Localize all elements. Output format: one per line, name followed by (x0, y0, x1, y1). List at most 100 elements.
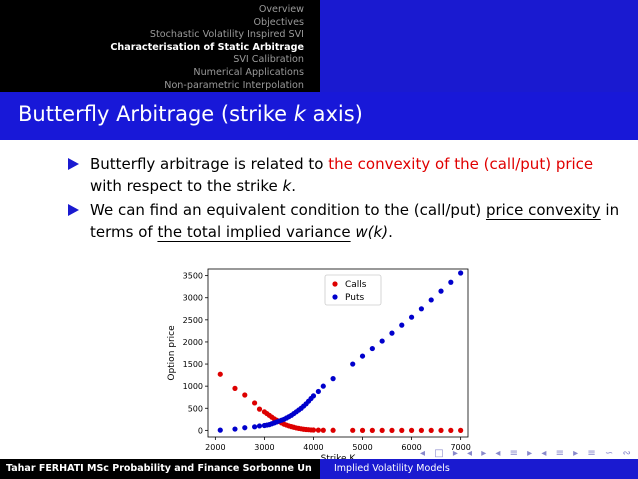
y-tick-label: 500 (188, 404, 203, 413)
nav-item-nonparametric[interactable]: Non-parametric Interpolation (164, 79, 304, 91)
point-calls (242, 392, 248, 398)
point-calls (428, 427, 434, 433)
footer-title: Implied Volatility Models (320, 459, 638, 479)
point-puts (408, 314, 415, 320)
bullet-1-text-a: Butterfly arbitrage is related to (90, 155, 329, 173)
frame-title-suffix: axis) (305, 102, 363, 126)
x-tick-label: 5000 (352, 443, 372, 452)
x-axis-label: Strike K (321, 454, 357, 461)
frame-title: Butterfly Arbitrage (strike k axis) (18, 102, 363, 126)
bullet-triangle-icon (68, 158, 79, 170)
bullet-item-1: Butterfly arbitrage is related to the co… (68, 153, 628, 197)
y-tick-label: 3500 (183, 272, 203, 281)
point-puts (232, 426, 238, 432)
point-calls (379, 427, 385, 433)
legend-box (324, 274, 382, 306)
bullet-2-end: . (388, 223, 393, 241)
point-puts (399, 322, 405, 328)
point-calls (448, 427, 454, 433)
bullet-2-underline-1: price convexity (485, 201, 601, 219)
point-calls (408, 427, 415, 433)
point-calls (369, 427, 375, 433)
x-tick-label: 4000 (303, 443, 323, 452)
point-puts (458, 270, 464, 276)
point-puts (428, 297, 434, 303)
bullet-triangle-icon (68, 204, 79, 216)
bullet-1-highlight: the convexity of the (call/put) price (328, 155, 594, 173)
point-puts (359, 353, 366, 359)
bullet-item-2: We can find an equivalent condition to t… (68, 199, 628, 243)
point-puts (256, 423, 263, 429)
point-calls (389, 427, 395, 433)
option-price-scatter-chart: 2000 3000 4000 5000 6000 7000 0 500 1000 1500 2000… (167, 268, 471, 461)
point-puts (418, 306, 424, 312)
point-calls (310, 427, 317, 433)
point-puts (369, 345, 375, 352)
nav-item-svi[interactable]: Stochastic Volatility Inspired SVI (149, 29, 304, 41)
y-axis-label: Option price (167, 325, 177, 381)
header-left-panel (0, 0, 320, 92)
nav-item-overview[interactable]: Overview (258, 4, 304, 15)
point-calls (217, 371, 223, 377)
point-puts (320, 383, 326, 389)
legend-marker-calls (332, 281, 338, 287)
header-right-panel (320, 0, 638, 92)
point-puts (379, 338, 385, 344)
point-calls (438, 427, 444, 433)
bullet-2-text-a: We can find an equivalent condition to t… (90, 201, 486, 219)
x-tick-label: 3000 (254, 443, 274, 452)
point-puts (252, 424, 258, 430)
point-calls (232, 385, 238, 391)
point-puts (448, 279, 454, 285)
point-calls (418, 427, 424, 433)
point-calls (359, 427, 366, 433)
point-calls (256, 406, 263, 412)
point-calls (350, 427, 356, 433)
slide-header: Overview Objectives Stochastic Volatilit… (0, 0, 638, 92)
point-puts (315, 388, 321, 395)
frame-title-prefix: Butterfly Arbitrage (strike (18, 102, 294, 126)
point-puts (330, 376, 336, 382)
frame-title-var: k (293, 102, 306, 126)
point-puts (217, 427, 223, 433)
point-puts (389, 330, 395, 336)
nav-item-numerical-applications[interactable]: Numerical Applications (193, 66, 304, 78)
legend-marker-puts (332, 294, 338, 300)
y-tick-label: 2500 (183, 316, 203, 325)
bullet-1-end: . (291, 177, 296, 195)
x-tick-label: 2000 (205, 443, 225, 452)
y-tick-label: 1500 (183, 360, 203, 369)
legend-label-puts: Puts (345, 293, 365, 303)
y-tick-label: 1000 (183, 382, 203, 391)
bullet-list: Butterfly arbitrage is related to the co… (68, 153, 628, 245)
y-tick-label: 3000 (183, 294, 203, 303)
nav-item-objectives[interactable]: Objectives (253, 16, 305, 28)
point-calls (315, 427, 321, 433)
legend-label-calls: Calls (345, 280, 367, 290)
nav-item-static-arbitrage[interactable]: Characterisation of Static Arbitrage (110, 41, 304, 53)
point-calls (320, 427, 326, 433)
point-puts (310, 393, 317, 399)
x-tick-label: 6000 (401, 443, 421, 452)
nav-item-svi-calibration[interactable]: SVI Calibration (233, 54, 304, 66)
bullet-1-var: k (282, 177, 292, 195)
slide-footer: Tahar FERHATI MSc Probability and Financ… (0, 459, 638, 479)
frame-title-bar: Butterfly Arbitrage (strike k axis) (0, 92, 638, 140)
point-puts (438, 288, 444, 294)
point-calls (330, 427, 336, 433)
point-puts (242, 425, 248, 431)
y-tick-label: 2000 (183, 338, 203, 347)
x-tick-label: 7000 (450, 443, 470, 452)
point-calls (399, 427, 405, 433)
point-puts (350, 361, 356, 367)
point-calls (252, 400, 258, 406)
bullet-1-text-b: with respect to the strike (90, 177, 283, 195)
bullet-2-underline-2: the total implied variance (157, 223, 351, 241)
bullet-2-var: w(k) (355, 223, 389, 241)
beamer-navigation-symbols[interactable]: ◂ □ ▸ ◂ ▸ ◂ ≡ ▸ ◂ ≡ ▸ ≡ ∽ ∾ (420, 448, 634, 459)
bullet-2-text-b: in terms of (90, 201, 620, 241)
section-navigation: Overview Objectives Stochastic Volatilit… (0, 4, 304, 92)
point-calls (458, 427, 464, 433)
footer-author: Tahar FERHATI MSc Probability and Financ… (0, 459, 320, 479)
plot-frame (207, 268, 469, 438)
